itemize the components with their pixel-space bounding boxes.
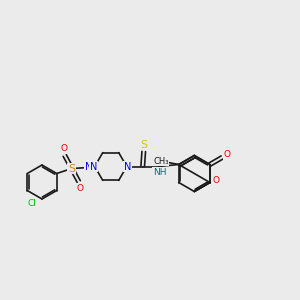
Text: O: O xyxy=(76,184,83,193)
Text: N: N xyxy=(124,161,131,172)
Text: CH₃: CH₃ xyxy=(153,157,169,166)
Text: O: O xyxy=(60,144,67,153)
Text: N: N xyxy=(90,161,98,172)
Text: S: S xyxy=(68,164,75,173)
Text: N: N xyxy=(85,163,92,172)
Text: O: O xyxy=(224,150,231,159)
Text: O: O xyxy=(212,176,219,185)
Text: S: S xyxy=(140,140,147,149)
Text: Cl: Cl xyxy=(28,199,36,208)
Text: NH: NH xyxy=(153,168,166,177)
